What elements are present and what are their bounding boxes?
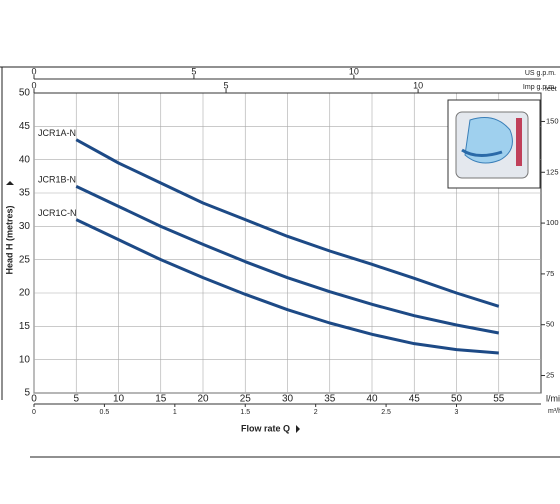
tick-label: 0 bbox=[31, 66, 36, 76]
tick-label: 0.5 bbox=[100, 409, 110, 416]
tick-label: 100 bbox=[546, 218, 559, 227]
tick-label: 50 bbox=[546, 320, 554, 329]
x-tick-label: 0 bbox=[31, 394, 37, 405]
series-line bbox=[75, 184, 500, 335]
tick-label: 0 bbox=[31, 80, 36, 90]
x-tick-label: 10 bbox=[113, 394, 125, 405]
arrow-icon bbox=[6, 181, 14, 185]
tick-label: 2 bbox=[314, 409, 318, 416]
x-axis-title: Flow rate Q bbox=[241, 423, 290, 433]
axis-unit-label: feet bbox=[545, 86, 557, 93]
x-tick-label: 5 bbox=[73, 394, 79, 405]
y-axis-title-group: Head H (metres) bbox=[4, 205, 14, 274]
x-tick-label: 50 bbox=[451, 394, 463, 405]
x-tick-label: 30 bbox=[282, 394, 294, 405]
y-tick-label: 5 bbox=[24, 388, 30, 399]
y-tick-label: 35 bbox=[19, 188, 31, 199]
pump-flow bbox=[461, 148, 503, 157]
arrow-icon bbox=[296, 425, 300, 433]
x-unit-label: l/min bbox=[546, 393, 560, 403]
tick-label: 5 bbox=[224, 80, 229, 90]
tick-label: 10 bbox=[349, 66, 359, 76]
x-tick-label: 45 bbox=[409, 394, 421, 405]
tick-label: 0 bbox=[32, 409, 36, 416]
y-tick-label: 15 bbox=[19, 321, 31, 332]
y-tick-label: 50 bbox=[19, 88, 31, 99]
tick-label: 125 bbox=[546, 167, 559, 176]
pump-impeller bbox=[516, 118, 522, 166]
series-line bbox=[75, 138, 500, 308]
x-tick-label: 40 bbox=[366, 394, 378, 405]
y-tick-label: 40 bbox=[19, 154, 31, 165]
y-tick-label: 30 bbox=[19, 221, 31, 232]
y-tick-label: 25 bbox=[19, 254, 31, 265]
y-axis-title: Head H (metres) bbox=[4, 205, 14, 274]
series-label: JCR1C-N bbox=[38, 208, 77, 218]
axis-unit-label: m³/h bbox=[548, 408, 560, 415]
axis-unit-label: US g.p.m. bbox=[525, 70, 556, 77]
pump-image bbox=[447, 99, 541, 189]
tick-label: 75 bbox=[546, 269, 554, 278]
tick-label: 150 bbox=[546, 116, 559, 125]
x-tick-label: 15 bbox=[155, 394, 167, 405]
series-label: JCR1A-N bbox=[38, 128, 76, 138]
x-tick-label: 20 bbox=[197, 394, 209, 405]
x-tick-label: 35 bbox=[324, 394, 336, 405]
series-label: JCR1B-N bbox=[38, 175, 76, 185]
tick-label: 1.5 bbox=[240, 409, 250, 416]
tick-label: 1 bbox=[173, 409, 177, 416]
series-line bbox=[75, 218, 499, 355]
x-tick-label: 55 bbox=[493, 394, 505, 405]
axis-unit-label: Imp g.p.m. bbox=[523, 84, 556, 91]
y-tick-label: 45 bbox=[19, 121, 31, 132]
tick-label: 10 bbox=[413, 80, 423, 90]
x-tick-label: 25 bbox=[240, 394, 252, 405]
tick-label: 5 bbox=[191, 66, 196, 76]
y-tick-label: 20 bbox=[19, 288, 31, 299]
tick-label: 25 bbox=[546, 371, 554, 380]
y-tick-label: 10 bbox=[19, 354, 31, 365]
tick-label: 3 bbox=[455, 409, 459, 416]
tick-label: 2.5 bbox=[381, 409, 391, 416]
